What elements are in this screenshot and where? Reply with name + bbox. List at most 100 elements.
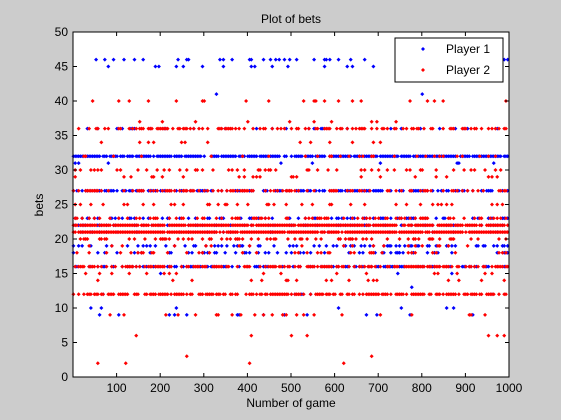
data-point: [404, 292, 409, 297]
data-point: [155, 216, 160, 221]
data-point: [437, 237, 442, 241]
data-point: [219, 188, 224, 193]
data-point: [245, 223, 250, 228]
data-point: [209, 154, 214, 159]
data-point: [402, 243, 407, 248]
data-point: [334, 243, 339, 248]
data-point: [299, 243, 304, 248]
data-point: [216, 312, 221, 317]
data-point: [319, 250, 324, 255]
data-point: [455, 154, 460, 159]
data-point: [441, 292, 446, 297]
data-point: [481, 188, 486, 193]
data-point: [493, 126, 498, 131]
data-point: [362, 168, 367, 172]
data-point: [97, 216, 102, 221]
data-point: [364, 237, 369, 241]
data-point: [265, 292, 270, 297]
data-point: [217, 292, 222, 297]
data-point: [470, 188, 475, 193]
data-point: [496, 126, 501, 131]
data-point: [102, 57, 107, 62]
data-point: [340, 292, 345, 297]
series-2-points: [71, 99, 510, 366]
data-point: [174, 64, 179, 69]
data-point: [224, 243, 229, 248]
data-point: [231, 188, 236, 193]
data-point: [259, 292, 264, 297]
data-point: [104, 243, 109, 248]
data-point: [408, 216, 413, 221]
data-point: [420, 168, 425, 172]
data-point: [148, 216, 153, 221]
data-point: [428, 188, 433, 193]
data-point: [153, 237, 158, 241]
data-point: [282, 230, 287, 235]
data-point: [118, 250, 123, 255]
data-point: [249, 64, 254, 69]
data-point: [174, 271, 179, 276]
data-point: [289, 126, 294, 131]
data-point: [292, 264, 297, 269]
data-point: [116, 312, 121, 317]
data-point: [493, 168, 498, 172]
data-point: [99, 306, 104, 310]
data-point: [202, 188, 207, 193]
data-point: [285, 216, 290, 221]
data-point: [360, 292, 365, 297]
data-point: [104, 250, 109, 255]
data-point: [409, 243, 414, 248]
data-point: [176, 57, 181, 62]
data-point: [491, 216, 496, 221]
data-point: [247, 250, 252, 255]
data-point: [371, 250, 376, 255]
data-point: [122, 174, 127, 179]
data-point: [312, 57, 317, 62]
data-point: [162, 230, 167, 235]
data-point: [402, 223, 407, 228]
data-point: [329, 264, 334, 269]
data-point: [151, 154, 156, 159]
data-point: [172, 312, 177, 317]
data-point: [371, 278, 376, 283]
legend-marker: [421, 47, 425, 51]
data-point: [190, 237, 195, 241]
data-point: [401, 292, 406, 297]
data-point: [369, 119, 374, 124]
data-point: [258, 126, 263, 131]
data-point: [496, 237, 501, 241]
data-point: [483, 312, 488, 317]
data-point: [401, 126, 406, 131]
data-point: [146, 223, 151, 228]
data-point: [73, 230, 78, 235]
data-point: [179, 264, 184, 269]
data-point: [374, 312, 379, 317]
data-point: [294, 174, 299, 179]
data-point: [486, 264, 491, 269]
data-point: [200, 64, 205, 69]
legend-label: Player 1: [446, 42, 490, 56]
data-point: [432, 99, 437, 103]
x-tick-label: 500: [281, 381, 301, 395]
data-point: [451, 237, 456, 241]
data-point: [268, 188, 273, 193]
data-point: [334, 168, 339, 172]
data-point: [479, 278, 484, 283]
data-point: [402, 216, 407, 221]
data-point: [303, 216, 308, 221]
data-point: [495, 243, 500, 248]
data-point: [278, 161, 283, 166]
data-point: [435, 271, 440, 276]
data-point: [418, 202, 423, 207]
data-point: [108, 223, 113, 228]
data-point: [266, 154, 271, 159]
data-point: [312, 188, 317, 193]
data-point: [273, 237, 278, 241]
data-point: [292, 237, 297, 241]
data-point: [320, 292, 325, 297]
data-point: [221, 57, 226, 62]
data-point: [237, 237, 242, 241]
data-point: [258, 174, 263, 179]
data-point: [108, 312, 113, 317]
data-point: [120, 264, 125, 269]
